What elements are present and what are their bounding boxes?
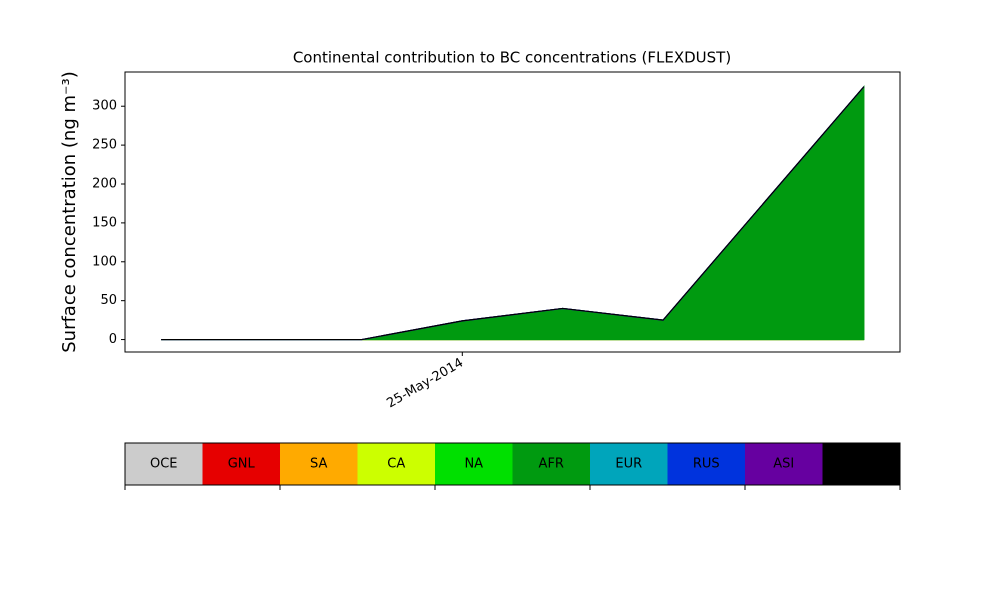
legend-label: EUR xyxy=(615,457,642,472)
plot-frame xyxy=(124,71,901,353)
legend-label: AUS xyxy=(848,457,875,472)
y-tick-label: 300 xyxy=(92,99,117,114)
chart-title: Continental contribution to BC concentra… xyxy=(293,49,731,67)
legend-swatch xyxy=(512,443,591,485)
legend-swatch xyxy=(280,443,358,485)
legend-label: GNL xyxy=(228,457,256,472)
legend-label: NA xyxy=(464,457,483,472)
legend-swatch xyxy=(125,443,203,485)
y-axis-label: Surface concentration (ng m⁻³) xyxy=(59,71,80,353)
area xyxy=(161,86,865,341)
y-tick-label: 100 xyxy=(92,254,117,269)
legend-label: RUS xyxy=(693,457,720,472)
legend-label: OCE xyxy=(150,457,178,472)
legend-swatch xyxy=(667,443,746,485)
y-tick-label: 0 xyxy=(109,332,117,347)
legend-frame xyxy=(124,442,901,486)
y-tick-label: 50 xyxy=(100,293,117,308)
legend-swatch xyxy=(822,443,901,485)
legend-label: AFR xyxy=(539,457,564,472)
legend-label: ASI xyxy=(773,457,794,472)
legend-swatch xyxy=(357,443,436,485)
y-tick-label: 150 xyxy=(92,215,117,230)
legend-swatch xyxy=(202,443,281,485)
x-tick-label: 25-May-2014 xyxy=(384,356,466,412)
legend-swatch xyxy=(745,443,823,485)
area xyxy=(161,85,865,341)
legend-swatch xyxy=(435,443,513,485)
legend-label: CA xyxy=(387,457,405,472)
legend-swatch xyxy=(590,443,668,485)
y-tick-label: 250 xyxy=(92,138,117,153)
legend-label: SA xyxy=(310,457,327,472)
y-tick-label: 200 xyxy=(92,177,117,192)
